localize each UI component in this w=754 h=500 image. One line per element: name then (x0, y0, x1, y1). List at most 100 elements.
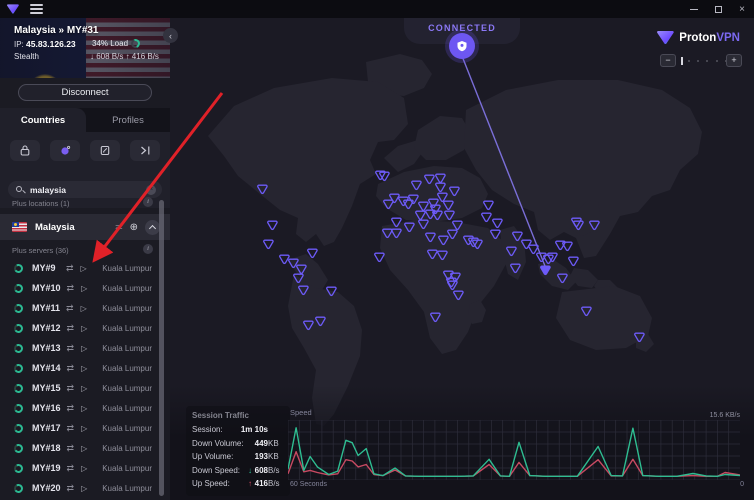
zoom-out-button[interactable]: − (660, 54, 676, 67)
location-pin-icon[interactable] (432, 208, 443, 221)
compare-icon[interactable]: ⇄ (66, 402, 75, 413)
location-pin-icon[interactable] (444, 208, 455, 221)
location-pin-icon[interactable] (315, 314, 326, 327)
location-pin-icon[interactable] (435, 180, 446, 193)
location-pin-icon[interactable] (382, 226, 393, 239)
location-pin-icon[interactable] (447, 227, 458, 240)
connect-play-icon[interactable]: ▷ (81, 443, 88, 453)
server-row[interactable]: MY#11 ⇄ ▷ Kuala Lumpur (0, 298, 158, 318)
connected-location-pin-icon[interactable] (540, 263, 551, 276)
location-pin-icon[interactable] (446, 275, 457, 288)
compare-icon[interactable]: ⇄ (66, 442, 75, 453)
location-pin-icon[interactable] (424, 172, 435, 185)
minimize-button[interactable] (682, 0, 706, 18)
compare-icon[interactable]: ⇄ (66, 262, 74, 273)
server-row[interactable]: MY#18 ⇄ ▷ Kuala Lumpur (0, 438, 158, 458)
connect-play-icon[interactable]: ▷ (81, 383, 88, 393)
location-pin-icon[interactable] (481, 210, 492, 223)
location-pin-icon[interactable] (437, 190, 448, 203)
location-pin-icon[interactable] (430, 310, 441, 323)
compare-icon[interactable]: ⇄ (66, 282, 75, 293)
location-pin-icon[interactable] (528, 242, 539, 255)
location-pin-icon[interactable] (512, 229, 523, 242)
server-row[interactable]: MY#20 ⇄ ▷ Kuala Lumpur (0, 478, 158, 498)
location-pin-icon[interactable] (443, 268, 454, 281)
location-pin-icon[interactable] (383, 197, 394, 210)
server-row[interactable]: MY#16 ⇄ ▷ Kuala Lumpur (0, 398, 158, 418)
location-pin-icon[interactable] (430, 202, 441, 215)
location-pin-icon[interactable] (573, 218, 584, 231)
location-pin-icon[interactable] (404, 220, 415, 233)
location-pin-icon[interactable] (415, 208, 426, 221)
menu-icon[interactable] (30, 4, 43, 14)
location-pin-icon[interactable] (428, 196, 439, 209)
location-pin-icon[interactable] (425, 230, 436, 243)
server-row[interactable]: MY#9 ⇄ ▷ Kuala Lumpur (0, 258, 158, 278)
country-row-malaysia[interactable]: Malaysia ⇄ ⊕ (0, 214, 170, 240)
location-pin-icon[interactable] (303, 318, 314, 331)
server-row[interactable]: MY#12 ⇄ ▷ Kuala Lumpur (0, 318, 158, 338)
connect-play-icon[interactable]: ▷ (81, 323, 88, 333)
location-pin-icon[interactable] (379, 169, 390, 182)
compare-icon[interactable]: ⇄ (66, 302, 74, 313)
location-pin-icon[interactable] (257, 182, 268, 195)
compare-icon[interactable]: ⇄ (66, 422, 75, 433)
server-row[interactable]: MY#19 ⇄ ▷ Kuala Lumpur (0, 458, 158, 478)
collapse-card-button[interactable]: ‹ (163, 28, 178, 43)
location-pin-icon[interactable] (418, 199, 429, 212)
connect-play-icon[interactable]: ▷ (81, 423, 88, 433)
location-pin-icon[interactable] (443, 198, 454, 211)
location-pin-icon[interactable] (307, 246, 318, 259)
sidebar-scrollbar[interactable] (159, 200, 164, 496)
location-pin-icon[interactable] (453, 288, 464, 301)
compare-icon[interactable]: ⇄ (115, 221, 123, 232)
location-pin-icon[interactable] (568, 254, 579, 267)
location-pin-icon[interactable] (634, 330, 645, 343)
server-row[interactable]: MY#14 ⇄ ▷ Kuala Lumpur (0, 358, 158, 378)
location-pin-icon[interactable] (562, 239, 573, 252)
connect-play-icon[interactable]: ▷ (80, 303, 87, 313)
disconnect-button[interactable]: Disconnect (18, 84, 152, 101)
location-pin-icon[interactable] (427, 247, 438, 260)
tab-profiles[interactable]: Profiles (112, 114, 144, 126)
location-pin-icon[interactable] (483, 198, 494, 211)
close-button[interactable]: × (739, 3, 745, 15)
compare-icon[interactable]: ⇄ (66, 342, 75, 353)
location-pin-icon[interactable] (408, 192, 419, 205)
connected-location-pin[interactable] (449, 33, 475, 59)
compare-icon[interactable]: ⇄ (66, 362, 75, 373)
connect-play-icon[interactable]: ▷ (81, 403, 88, 413)
p2p-filter-button[interactable] (90, 140, 120, 161)
server-row[interactable]: MY#13 ⇄ ▷ Kuala Lumpur (0, 338, 158, 358)
search-input[interactable]: malaysia × (8, 181, 162, 198)
connect-play-icon[interactable]: ▷ (81, 343, 88, 353)
server-row[interactable]: MY#10 ⇄ ▷ Kuala Lumpur (0, 278, 158, 298)
location-pin-icon[interactable] (293, 271, 304, 284)
location-pin-icon[interactable] (438, 233, 449, 246)
location-pin-icon[interactable] (263, 237, 274, 250)
location-pin-icon[interactable] (296, 262, 307, 275)
location-pin-icon[interactable] (288, 256, 299, 269)
location-pin-icon[interactable] (374, 250, 385, 263)
info-icon[interactable]: i (143, 244, 153, 254)
connect-play-icon[interactable]: ▷ (81, 283, 88, 293)
location-pin-icon[interactable] (391, 215, 402, 228)
location-pin-icon[interactable] (267, 218, 278, 231)
tor-filter-button[interactable] (50, 140, 80, 161)
info-icon[interactable]: i (143, 197, 153, 207)
location-pin-icon[interactable] (472, 237, 483, 250)
location-pin-icon[interactable] (411, 178, 422, 191)
location-pin-icon[interactable] (536, 250, 547, 263)
location-pin-icon[interactable] (447, 278, 458, 291)
location-pin-icon[interactable] (506, 244, 517, 257)
location-pin-icon[interactable] (571, 215, 582, 228)
location-pin-icon[interactable] (547, 250, 558, 263)
connect-play-icon[interactable]: ▷ (81, 483, 88, 493)
world-map[interactable]: CONNECTED ProtonVPN − + Session Tra (170, 18, 754, 500)
secure-core-filter-button[interactable] (10, 140, 40, 161)
location-pin-icon[interactable] (581, 304, 592, 317)
maximize-button[interactable] (706, 0, 730, 18)
clear-search-icon[interactable]: × (146, 184, 156, 195)
location-pin-icon[interactable] (463, 233, 474, 246)
collapse-country-button[interactable] (145, 219, 160, 235)
